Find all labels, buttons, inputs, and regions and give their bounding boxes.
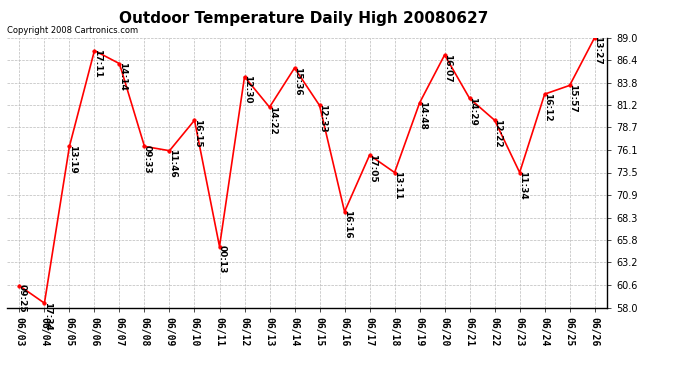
Text: 12:30: 12:30 (243, 75, 252, 104)
Text: 14:14: 14:14 (118, 62, 127, 91)
Text: 16:15: 16:15 (193, 119, 201, 147)
Text: Outdoor Temperature Daily High 20080627: Outdoor Temperature Daily High 20080627 (119, 11, 489, 26)
Text: 14:29: 14:29 (468, 97, 477, 126)
Text: 12:33: 12:33 (318, 104, 327, 133)
Text: 09:25: 09:25 (18, 284, 27, 313)
Text: Copyright 2008 Cartronics.com: Copyright 2008 Cartronics.com (7, 26, 138, 35)
Text: 16:07: 16:07 (443, 54, 452, 82)
Text: 16:16: 16:16 (343, 210, 352, 239)
Text: 11:34: 11:34 (518, 171, 527, 200)
Text: 15:57: 15:57 (568, 84, 577, 113)
Text: 14:22: 14:22 (268, 106, 277, 135)
Text: 14:48: 14:48 (418, 101, 427, 130)
Text: 17:34: 17:34 (43, 302, 52, 331)
Text: 15:36: 15:36 (293, 67, 302, 95)
Text: 09:33: 09:33 (143, 145, 152, 174)
Text: 00:13: 00:13 (218, 245, 227, 273)
Text: 13:27: 13:27 (593, 36, 602, 65)
Text: 12:22: 12:22 (493, 119, 502, 147)
Text: 11:46: 11:46 (168, 149, 177, 178)
Text: 16:12: 16:12 (543, 93, 552, 122)
Text: 17:11: 17:11 (92, 49, 101, 78)
Text: 17:05: 17:05 (368, 154, 377, 182)
Text: 13:11: 13:11 (393, 171, 402, 200)
Text: 13:19: 13:19 (68, 145, 77, 174)
